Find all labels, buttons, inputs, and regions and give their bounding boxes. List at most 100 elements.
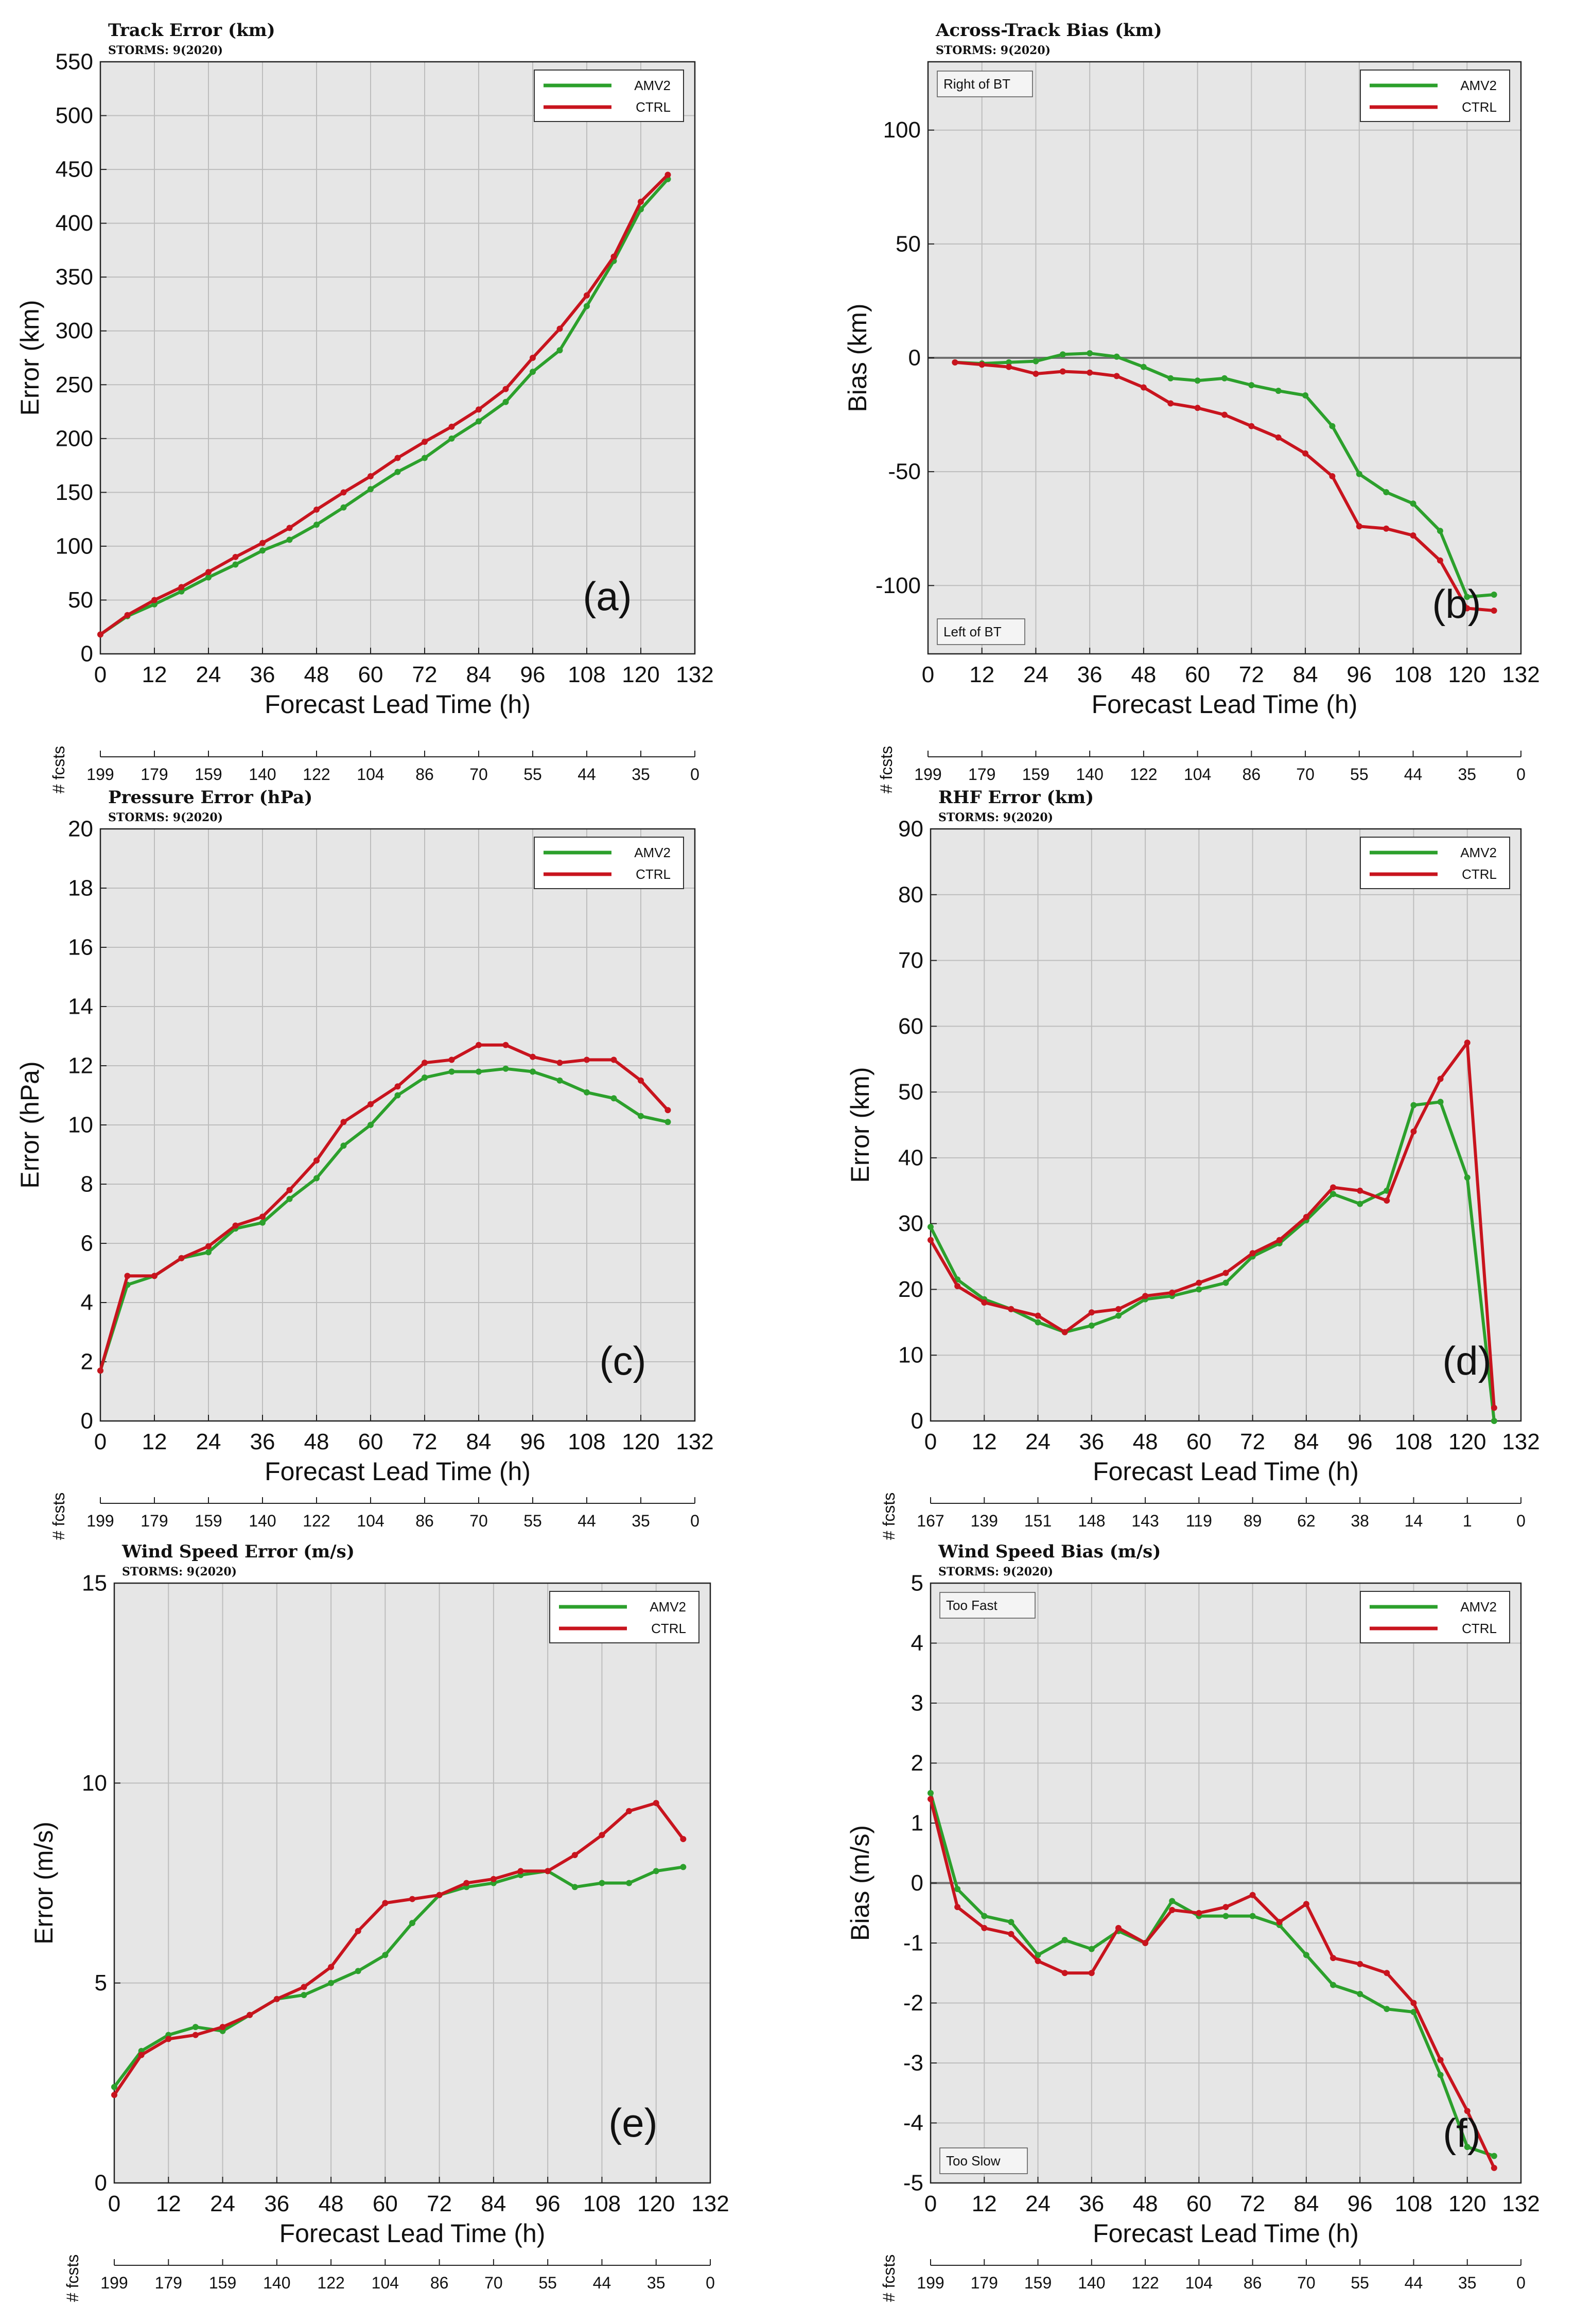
data-point-amv2 [1221, 375, 1228, 381]
fcst-count-label: 14 [1405, 1512, 1423, 1530]
data-point-ctrl [1059, 368, 1066, 375]
legend-box [534, 70, 684, 122]
fcst-count-label: 179 [155, 2274, 182, 2292]
data-point-amv2 [1357, 1991, 1363, 1998]
data-point-amv2 [1113, 353, 1120, 360]
data-point-amv2 [1059, 351, 1066, 358]
data-point-amv2 [1275, 388, 1282, 394]
data-point-ctrl [530, 355, 536, 361]
x-tick-label: 48 [1133, 2191, 1158, 2216]
chart-subtitle: STORMS: 9(2020) [938, 1565, 1053, 1579]
fcst-count-label: 0 [1516, 2274, 1526, 2292]
data-point-amv2 [1167, 375, 1174, 381]
data-point-ctrl [1437, 557, 1443, 564]
fcst-count-label: 86 [1242, 765, 1261, 784]
fcst-count-label: 35 [1458, 2274, 1477, 2292]
x-tick-label: 108 [568, 1429, 605, 1454]
data-point-ctrl [1302, 450, 1309, 457]
data-point-ctrl [638, 198, 644, 205]
data-point-ctrl [1491, 2164, 1497, 2171]
data-point-ctrl [1357, 1187, 1363, 1194]
data-point-ctrl [1035, 1957, 1041, 1964]
data-point-amv2 [1087, 350, 1093, 357]
y-tick-label: 350 [56, 265, 93, 290]
annotation-top: Right of BT [943, 76, 1010, 92]
data-point-amv2 [340, 504, 347, 511]
data-point-amv2 [599, 1880, 605, 1886]
chart-subtitle: STORMS: 9(2020) [938, 811, 1053, 824]
fcst-count-label: 55 [523, 765, 542, 784]
panel-e: Wind Speed Error (m/s) STORMS: 9(2020) 0 12… [29, 1541, 729, 2302]
fcst-count-label: 151 [1024, 1512, 1052, 1530]
fcst-count-label: 44 [577, 765, 596, 784]
x-tick-label: 96 [1347, 1429, 1373, 1454]
data-point-ctrl [301, 1984, 307, 1990]
data-point-ctrl [394, 455, 401, 461]
fcst-count-label: 199 [86, 765, 114, 784]
legend-box [1360, 70, 1510, 122]
fcst-count-label: 122 [317, 2274, 344, 2292]
fcst-count-label: 159 [1024, 2274, 1052, 2292]
x-tick-label: 108 [1394, 662, 1432, 687]
x-tick-label: 132 [691, 2191, 729, 2216]
data-point-ctrl [382, 1900, 389, 1906]
x-tick-label: 60 [373, 2191, 398, 2216]
fcst-axis-label: # fcsts [63, 2254, 82, 2302]
data-point-ctrl [1276, 1237, 1283, 1243]
data-point-ctrl [530, 1053, 536, 1060]
data-point-amv2 [981, 1913, 988, 1919]
x-tick-label: 132 [1502, 2191, 1539, 2216]
x-axis-label: Forecast Lead Time (h) [1093, 1457, 1359, 1486]
fcst-count-label: 44 [593, 2274, 611, 2292]
data-point-amv2 [1222, 1913, 1229, 1919]
data-point-ctrl [626, 1808, 633, 1814]
data-point-amv2 [1032, 358, 1039, 365]
series-line-ctrl [929, 1798, 1496, 2169]
chart-subtitle: STORMS: 9(2020) [936, 44, 1051, 57]
data-point-amv2 [1384, 1187, 1390, 1194]
data-point-amv2 [1088, 1322, 1095, 1329]
chart-title: Track Error (km) [108, 20, 275, 41]
legend-label: CTRL [1462, 1621, 1497, 1636]
data-point-amv2 [382, 1952, 389, 1958]
data-point-amv2 [409, 1920, 415, 1927]
data-point-amv2 [626, 1880, 633, 1886]
x-tick-label: 132 [1502, 662, 1539, 687]
data-point-amv2 [1008, 1919, 1014, 1926]
data-point-ctrl [1194, 405, 1201, 411]
series-line-amv2 [99, 1067, 669, 1372]
x-tick-label: 12 [972, 1429, 997, 1454]
data-point-ctrl [286, 1187, 293, 1193]
data-point-ctrl [340, 489, 347, 496]
fcst-count-label: 0 [1516, 1512, 1526, 1530]
fcst-count-label: 199 [917, 2274, 944, 2292]
data-point-amv2 [367, 486, 374, 493]
x-axis-label: Forecast Lead Time (h) [265, 690, 531, 719]
x-tick-label: 84 [481, 2191, 506, 2216]
data-point-amv2 [476, 1068, 482, 1075]
data-point-amv2 [1357, 1201, 1363, 1207]
fcst-count-label: 55 [1351, 2274, 1369, 2292]
data-point-ctrl [355, 1928, 361, 1934]
data-point-amv2 [927, 1790, 934, 1796]
data-point-ctrl [286, 525, 293, 531]
fcst-count-label: 159 [1022, 765, 1049, 784]
data-point-amv2 [1437, 1099, 1444, 1105]
legend: AMV2 CTRL [1360, 837, 1510, 889]
data-point-amv2 [680, 1864, 687, 1870]
data-point-amv2 [448, 435, 455, 442]
data-point-amv2 [476, 418, 482, 425]
panel-b: Across-Track Bias (km) STORMS: 9(2020) 0 12… [843, 20, 1540, 793]
x-tick-label: 12 [156, 2191, 181, 2216]
data-point-amv2 [1088, 1946, 1095, 1952]
panel-d: RHF Error (km) STORMS: 9(2020) 0 12 24 36 48 60… [846, 787, 1540, 1540]
fcst-count-label: 104 [372, 2274, 399, 2292]
data-point-ctrl [124, 612, 131, 618]
data-point-amv2 [205, 574, 212, 581]
plot-area [931, 829, 1521, 1421]
data-point-ctrl [1196, 1910, 1202, 1916]
data-point-amv2 [1249, 1913, 1256, 1919]
chart-subtitle: STORMS: 9(2020) [108, 811, 223, 824]
data-point-amv2 [301, 1991, 307, 1998]
data-point-amv2 [1303, 1952, 1309, 1958]
